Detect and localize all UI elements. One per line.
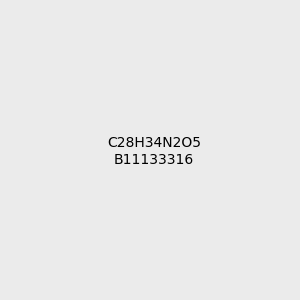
Text: C28H34N2O5
B11133316: C28H34N2O5 B11133316	[107, 136, 201, 166]
